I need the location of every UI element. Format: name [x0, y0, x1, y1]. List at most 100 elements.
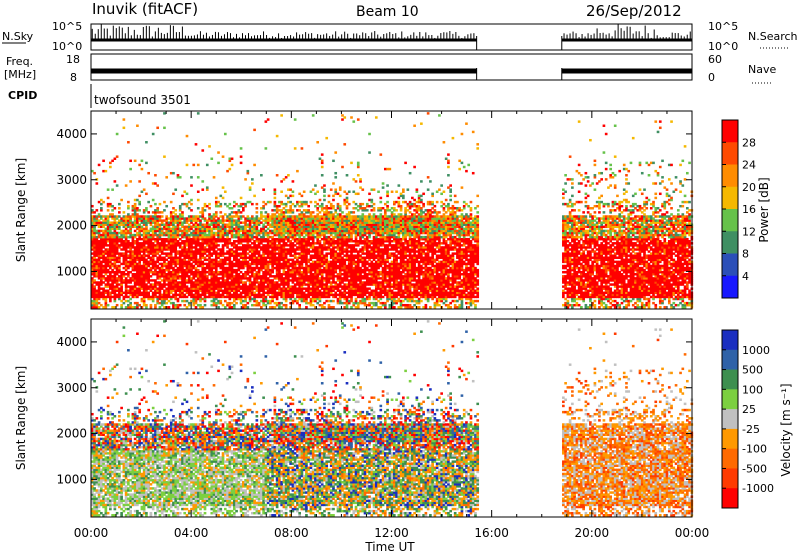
power-cell — [251, 203, 254, 205]
power-cell — [339, 205, 342, 207]
nsky-frame — [91, 24, 692, 50]
power-cell — [292, 195, 295, 197]
power-cell — [253, 129, 256, 131]
power-cell — [332, 182, 335, 184]
power-cell — [301, 147, 304, 149]
power-cell — [174, 209, 177, 211]
power-cell — [307, 205, 310, 207]
power-cell — [172, 193, 175, 195]
nsearch-tick-top: 10^5 — [708, 20, 738, 33]
power-cell — [107, 188, 110, 190]
power-cell — [352, 120, 355, 122]
power-cell — [197, 176, 200, 178]
power-cell — [316, 141, 319, 143]
power-cell — [145, 304, 148, 306]
power-cell — [100, 207, 103, 209]
power-cell — [332, 205, 335, 207]
power-cell — [316, 191, 319, 193]
power-cell — [111, 188, 114, 190]
power-cell — [235, 302, 238, 304]
power-cell — [321, 203, 324, 205]
power-cell — [312, 211, 315, 213]
cpid-label: CPID — [8, 89, 37, 102]
power-cell — [321, 153, 324, 155]
power-cell — [285, 304, 288, 306]
freq-frame — [91, 54, 692, 80]
power-cell — [240, 162, 243, 164]
power-cell — [147, 201, 150, 203]
power-cell — [105, 170, 108, 172]
power-cell — [181, 211, 184, 213]
power-cell — [262, 188, 265, 190]
power-cell — [240, 197, 243, 199]
nave-tick-top: 60 — [708, 53, 722, 66]
nsky-trace — [91, 24, 692, 50]
power-cell — [186, 193, 189, 195]
power-cell — [328, 195, 331, 197]
nave-tick-bottom: 0 — [708, 71, 715, 84]
power-cell — [343, 116, 346, 118]
power-cell — [172, 172, 175, 174]
power-cell — [325, 137, 328, 139]
power-cell — [219, 300, 222, 302]
power-cell — [332, 306, 335, 308]
station-title: Inuvik (fitACF) — [92, 0, 198, 18]
power-cell — [134, 160, 137, 162]
power-cell — [274, 197, 277, 199]
nsky-panel: N.Sky 10^5 10^0 10^5 10^0 N.Search — [2, 20, 798, 53]
power-cell — [231, 158, 234, 160]
power-cell — [107, 304, 110, 306]
power-cell — [249, 186, 252, 188]
power-cell — [141, 168, 144, 170]
power-cell — [147, 211, 150, 213]
freq-label-line2: [MHz] — [4, 68, 36, 81]
power-cell — [107, 197, 110, 199]
power-cell — [240, 147, 243, 149]
power-cell — [244, 178, 247, 180]
power-cell — [334, 176, 337, 178]
power-cell — [190, 184, 193, 186]
power-cell — [138, 164, 141, 166]
power-cell — [348, 203, 351, 205]
power-cell — [179, 176, 182, 178]
power-cell — [350, 116, 353, 118]
power-cell — [96, 209, 99, 211]
power-cell — [154, 174, 157, 176]
power-cell — [174, 188, 177, 190]
power-cell — [138, 195, 141, 197]
power-cell — [219, 211, 222, 213]
power-cell — [276, 135, 279, 137]
freq-label-line1: Freq. — [6, 55, 33, 68]
cpid-program: twofsound 3501 — [94, 93, 191, 107]
power-cell — [346, 174, 349, 176]
power-cell — [123, 127, 126, 129]
power-cell — [114, 180, 117, 182]
power-cell — [208, 203, 211, 205]
power-cell — [305, 201, 308, 203]
power-cell — [294, 118, 297, 120]
power-cell — [109, 166, 112, 168]
power-cell — [138, 180, 141, 182]
power-cell — [274, 188, 277, 190]
power-cell — [222, 186, 225, 188]
power-cell — [215, 211, 218, 213]
power-cell — [301, 195, 304, 197]
power-cell — [240, 155, 243, 157]
power-cell — [127, 201, 130, 203]
power-cell — [339, 195, 342, 197]
power-cell — [201, 149, 204, 151]
power-cell — [256, 211, 259, 213]
power-cell — [179, 304, 182, 306]
power-cell — [138, 209, 141, 211]
power-cell — [186, 135, 189, 137]
power-cell — [330, 188, 333, 190]
power-cell — [192, 164, 195, 166]
power-cell — [159, 203, 162, 205]
power-cell — [332, 199, 335, 201]
power-cell — [276, 174, 279, 176]
power-cell — [310, 201, 313, 203]
power-cell — [118, 207, 121, 209]
power-cell — [294, 147, 297, 149]
power-cell — [197, 164, 200, 166]
